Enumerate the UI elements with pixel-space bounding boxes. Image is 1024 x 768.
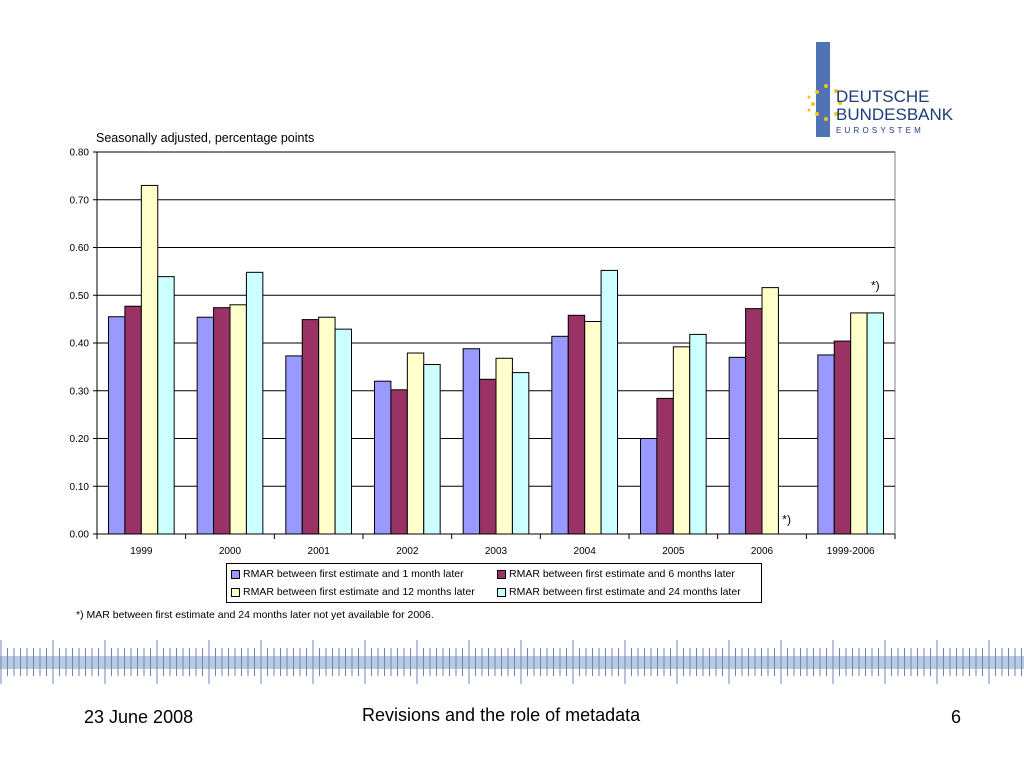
- bar: [511, 372, 530, 535]
- legend-item-series-3: RMAR between first estimate and 12 month…: [231, 583, 475, 601]
- bar: [817, 354, 835, 535]
- legend-item-series-1: RMAR between first estimate and 1 month …: [231, 565, 464, 583]
- bar: [213, 307, 231, 535]
- legend-item-series-2: RMAR between first estimate and 6 months…: [497, 565, 735, 583]
- euro-stars-icon: [807, 84, 842, 121]
- chart-footnote: *) MAR between first estimate and 24 mon…: [76, 609, 434, 621]
- y-tick-label: 0.20: [70, 434, 90, 445]
- y-tick-label: 0.80: [70, 148, 90, 159]
- logo-line-1: DEUTSCHE: [836, 87, 930, 106]
- legend-label-series-4: RMAR between first estimate and 24 month…: [509, 586, 741, 598]
- x-tick-label: 2004: [574, 546, 597, 557]
- bar: [584, 321, 602, 535]
- bar: [567, 314, 586, 535]
- x-tick-label: 2002: [396, 546, 419, 557]
- legend-swatch-series-1: [231, 569, 240, 579]
- y-tick-label: 0.30: [70, 386, 90, 397]
- footer-date: 23 June 2008: [84, 707, 194, 727]
- bar-chart: Seasonally adjusted, percentage points 0…: [70, 131, 896, 558]
- bar: [245, 271, 264, 535]
- bar: [318, 316, 336, 535]
- bar: [334, 328, 353, 535]
- bar: [285, 355, 303, 535]
- bar: [850, 312, 868, 535]
- footer-page-number: 6: [951, 707, 962, 727]
- tick-labels: 0.00 0.10 0.20 0.30 0.40 0.50 0.60 0.70 0.80 1999…: [70, 148, 880, 558]
- bundesbank-logo: DEUTSCHE BUNDESBANK EUROSYSTEM: [807, 42, 954, 137]
- bar: [656, 397, 674, 535]
- y-tick-label: 0.70: [70, 195, 90, 206]
- x-tick-label: 2001: [308, 546, 331, 557]
- strip-ticks: [0, 640, 1022, 684]
- legend-swatch-series-3: [231, 587, 240, 597]
- bar: [301, 319, 320, 535]
- legend: RMAR between first estimate and 1 month …: [226, 563, 762, 603]
- axes: [93, 151, 896, 539]
- bar: [124, 305, 142, 535]
- annotation-label: *): [782, 513, 791, 527]
- bar: [833, 340, 852, 535]
- y-tick-label: 0.10: [70, 482, 90, 493]
- bar: [140, 184, 159, 535]
- bar: [229, 304, 247, 535]
- bar: [390, 389, 408, 535]
- bar: [672, 346, 691, 535]
- x-tick-label: 1999-2006: [827, 546, 875, 557]
- legend-label-series-3: RMAR between first estimate and 12 month…: [243, 586, 475, 598]
- logo-line-3: EUROSYSTEM: [836, 126, 924, 135]
- y-tick-label: 0.00: [70, 530, 90, 541]
- x-tick-label: 2005: [662, 546, 685, 557]
- y-tick-label: 0.60: [70, 243, 90, 254]
- y-tick-label: 0.40: [70, 339, 90, 350]
- x-tick-label: 1999: [130, 546, 153, 557]
- bar: [745, 308, 763, 535]
- bar: [495, 357, 513, 535]
- legend-swatch-series-2: [497, 569, 506, 579]
- bar: [373, 380, 392, 535]
- bar: [196, 316, 215, 535]
- footer-title: Revisions and the role of metadata: [362, 705, 641, 725]
- bar: [423, 363, 441, 535]
- strip-band: [0, 656, 1024, 669]
- bar: [107, 316, 126, 535]
- x-tick-label: 2003: [485, 546, 508, 557]
- legend-swatch-series-4: [497, 587, 506, 597]
- bar: [551, 335, 569, 535]
- chart-title: Seasonally adjusted, percentage points: [96, 131, 314, 145]
- bar: [689, 333, 707, 535]
- logo-bar: [816, 42, 830, 137]
- bars: [107, 184, 885, 535]
- legend-label-series-2: RMAR between first estimate and 6 months…: [509, 568, 735, 580]
- bar: [600, 269, 619, 535]
- legend-label-series-1: RMAR between first estimate and 1 month …: [243, 568, 464, 580]
- logo-line-2: BUNDESBANK: [836, 105, 954, 124]
- bar: [157, 276, 175, 535]
- decorative-ruler-strip: [0, 640, 1024, 684]
- x-tick-label: 2006: [751, 546, 774, 557]
- legend-item-series-4: RMAR between first estimate and 24 month…: [497, 583, 741, 601]
- bar: [866, 312, 885, 535]
- bar: [406, 352, 425, 535]
- bar: [761, 287, 779, 535]
- bar: [479, 378, 497, 535]
- bar: [639, 438, 658, 535]
- bar: [728, 356, 747, 535]
- y-tick-label: 0.50: [70, 291, 90, 302]
- annotation-label: *): [871, 279, 880, 293]
- bar: [462, 348, 481, 535]
- x-tick-label: 2000: [219, 546, 242, 557]
